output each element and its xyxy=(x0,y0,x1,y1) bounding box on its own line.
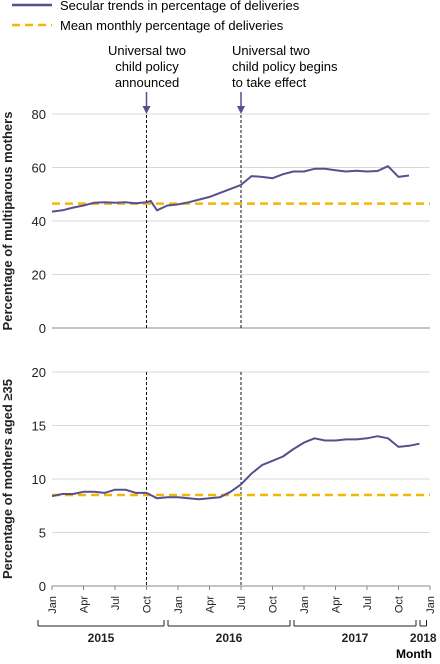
legend-mean-label: Mean monthly percentage of deliveries xyxy=(60,18,284,33)
annotation-announce-line-1: Universal two xyxy=(108,43,186,58)
y-tick-label: 40 xyxy=(32,214,46,229)
y-tick-label: 15 xyxy=(32,419,46,434)
annotation-announce-line-3: announced xyxy=(115,75,179,90)
x-tick-label: Oct xyxy=(268,596,280,613)
annotation-effect: Universal two child policy begins to tak… xyxy=(232,43,338,90)
y-tick-label: 60 xyxy=(32,161,46,176)
legend-secular-label: Secular trends in percentage of deliveri… xyxy=(60,0,300,13)
annotation-announce: Universal two child policy announced xyxy=(108,43,186,90)
x-tick-label: Jul xyxy=(362,596,374,610)
x-tick-label: Apr xyxy=(205,596,217,613)
secular-trend-line xyxy=(51,165,410,213)
year-label: 2015 xyxy=(88,631,115,645)
effect-arrow-head xyxy=(237,106,245,114)
y-tick-label: 10 xyxy=(32,472,46,487)
y-tick-label: 0 xyxy=(39,579,46,594)
y-tick-label: 0 xyxy=(39,321,46,336)
y-tick-label: 5 xyxy=(39,526,46,541)
year-label: 2017 xyxy=(342,631,369,645)
annotation-effect-line-3: to take effect xyxy=(232,75,307,90)
annotation-effect-line-2: child policy begins xyxy=(232,59,338,74)
annotation-effect-line-1: Universal two xyxy=(232,43,310,58)
secular-trend-line xyxy=(51,435,420,501)
x-tick-label: Oct xyxy=(394,596,406,613)
x-tick-label: Oct xyxy=(142,596,154,613)
x-axis-label: Month xyxy=(396,647,432,661)
y-axis-label: Percentage of mothers aged ≥35 xyxy=(0,379,15,579)
x-tick-label: Jan xyxy=(47,596,59,614)
y-tick-label: 20 xyxy=(32,365,46,380)
annotation-announce-line-2: child policy xyxy=(115,59,179,74)
legend: Secular trends in percentage of deliveri… xyxy=(12,0,300,33)
y-tick-label: 80 xyxy=(32,107,46,122)
x-tick-label: Jan xyxy=(299,596,311,614)
announce-arrow-head xyxy=(142,106,151,114)
y-tick-label: 20 xyxy=(32,268,46,283)
panel-multiparous: 0 20 40 60 80 Percentage of multiparous mothe… xyxy=(0,107,430,336)
panel-age35: 0 5 10 15 20 Percentage of mothers aged ≥35 xyxy=(0,365,430,594)
x-tick-label: Apr xyxy=(79,596,91,613)
y-axis-label: Percentage of multiparous mothers xyxy=(0,112,15,331)
x-tick-label: Jan xyxy=(173,596,185,614)
x-tick-label: Jan xyxy=(425,596,437,614)
x-axis: Jan Apr Jul Oct Jan Apr Jul Oct Jan Apr Jul Oct Jan 2… xyxy=(37,586,437,645)
x-tick-label: Jul xyxy=(236,596,248,610)
year-label: 2018 xyxy=(410,631,437,645)
year-label: 2016 xyxy=(216,631,243,645)
x-tick-label: Jul xyxy=(110,596,122,610)
x-tick-label: Apr xyxy=(331,596,343,613)
